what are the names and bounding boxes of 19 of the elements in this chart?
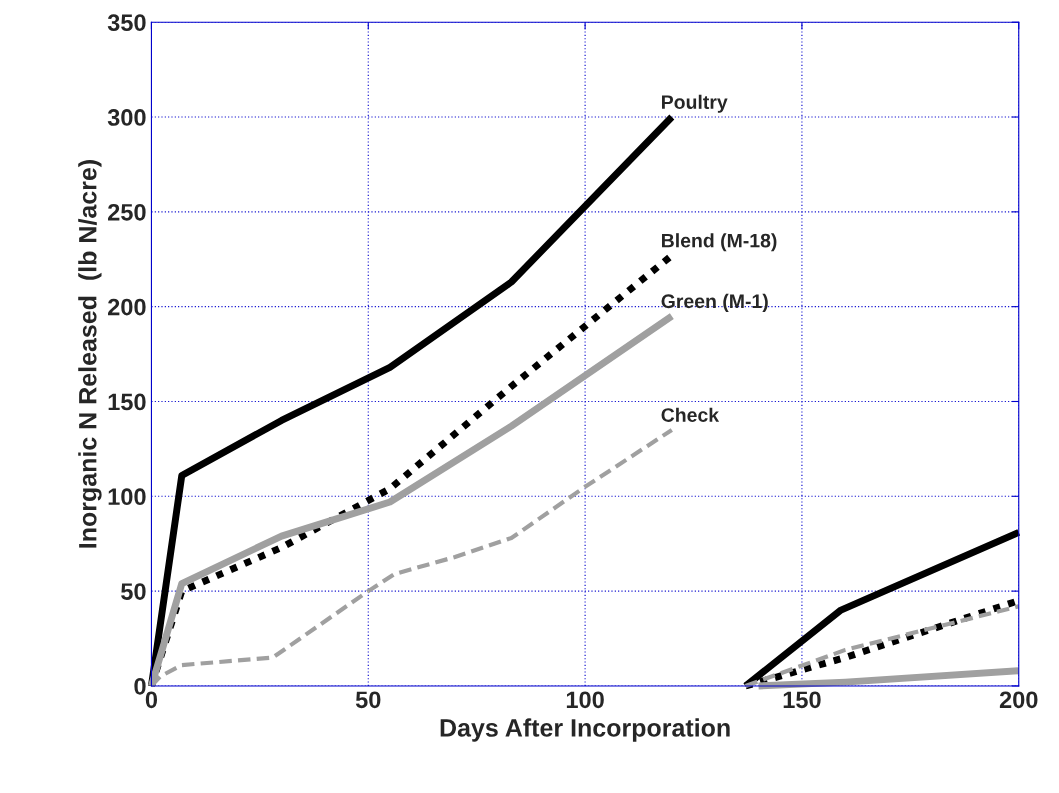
y-tick-label: 300	[107, 109, 146, 126]
y-tick-label: 100	[108, 488, 146, 506]
x-tick-label: 0	[145, 691, 158, 709]
y-tick-label: 0	[134, 678, 146, 695]
x-axis-title: Days After Incorporation	[440, 718, 730, 742]
x-tick-label: 200	[999, 691, 1038, 709]
x-tick-label: 50	[355, 691, 381, 709]
y-tick-label: 200	[108, 298, 146, 316]
y-tick-label: 150	[108, 393, 146, 411]
series-label: Blend (M-18)	[662, 233, 777, 252]
y-tick-label: 350	[107, 14, 146, 32]
y-tick-label: 250	[108, 203, 146, 221]
y-tick-label: 50	[121, 583, 146, 600]
x-tick-label: 150	[783, 691, 821, 709]
series-label: Green (M-1)	[661, 293, 768, 312]
series-label: Check	[661, 407, 720, 422]
y-axis-title: Inorganic N Released (lb N/acre)	[78, 160, 102, 548]
series-label: Poultry	[662, 94, 728, 113]
x-tick-label: 100	[566, 691, 604, 709]
